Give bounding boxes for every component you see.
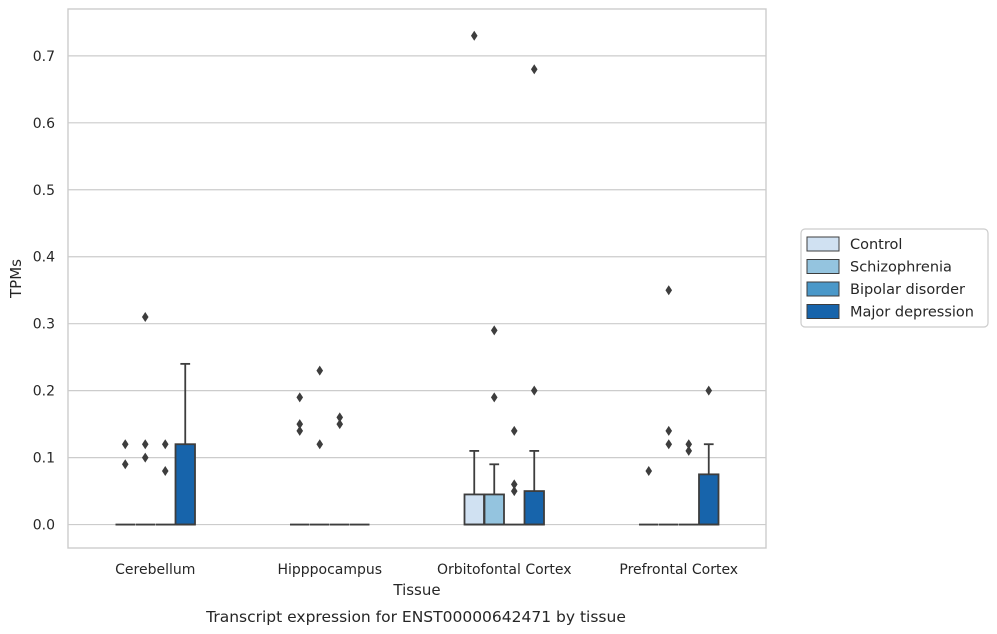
figure-caption: Transcript expression for ENST0000064247…: [205, 608, 626, 626]
x-tick-label: Cerebellum: [115, 562, 195, 578]
outlier-point: [296, 392, 304, 403]
outlier-point: [645, 466, 653, 476]
plot-area-frame: [67, 8, 767, 549]
outlier-point: [161, 439, 169, 450]
boxes: [115, 362, 720, 526]
legend-label: Bipolar disorder: [850, 282, 965, 298]
box-group: [463, 450, 485, 526]
outlier-point: [685, 445, 693, 456]
outlier-point: [705, 385, 713, 396]
outlier-point: [141, 452, 149, 463]
legend-label: Schizophrenia: [850, 260, 952, 276]
y-tick-label: 0.3: [33, 317, 55, 333]
box: [463, 493, 485, 526]
outlier-point: [530, 64, 538, 75]
x-axis-title: Tissue: [392, 581, 440, 599]
x-tick-label: Hipppocampus: [277, 562, 382, 578]
x-axis-ticks: Cerebellum Hipppocampus Orbitofontal Corte…: [115, 562, 738, 578]
box-group: [523, 450, 545, 526]
legend-swatch: [806, 281, 840, 297]
legend-swatch: [806, 259, 840, 274]
box-group: [698, 443, 720, 526]
outlier-point: [121, 439, 129, 450]
outlier-point: [490, 325, 498, 336]
outlier-point: [296, 419, 304, 430]
outlier-point: [336, 419, 344, 430]
outlier-point: [490, 392, 498, 403]
box: [523, 490, 545, 526]
y-tick-label: 0.5: [33, 183, 55, 199]
outlier-point: [141, 439, 149, 450]
outlier-point: [665, 439, 673, 450]
outlier-point: [510, 486, 518, 497]
outlier-point: [530, 385, 538, 396]
outlier-point: [296, 425, 304, 436]
outlier-point: [161, 466, 169, 476]
outlier-point: [510, 425, 518, 436]
box-group: [483, 463, 505, 526]
outlier-point: [470, 30, 478, 41]
y-tick-label: 0.1: [33, 451, 55, 467]
y-axis-title: TPMs: [7, 259, 25, 299]
outlier-point: [336, 412, 344, 423]
legend-label: Control: [850, 237, 902, 253]
y-tick-label: 0.7: [33, 49, 55, 65]
outlier-point: [316, 439, 324, 450]
outlier-point: [665, 425, 673, 436]
box: [698, 473, 720, 526]
legend-swatch: [806, 236, 840, 252]
outlier-point: [510, 479, 518, 490]
outlier-point: [121, 459, 129, 470]
y-tick-label: 0.4: [33, 250, 55, 266]
y-tick-label: 0.2: [33, 384, 55, 400]
box: [174, 443, 196, 526]
y-tick-label: 0.0: [33, 518, 55, 534]
x-tick-label: Orbitofontal Cortex: [437, 562, 572, 578]
legend-label: Major depression: [850, 305, 974, 321]
y-axis-ticks: 0.0 0.1 0.2 0.3 0.4 0.5 0.6 0.7: [33, 49, 55, 534]
box-group: [174, 362, 196, 526]
legend-swatch: [806, 304, 840, 319]
legend: Control Schizophrenia Bipolar disorder Majo…: [800, 228, 989, 328]
outliers: [121, 30, 713, 497]
outlier-point: [141, 312, 149, 322]
y-tick-label: 0.6: [33, 116, 55, 132]
grid-lines: [68, 55, 766, 526]
legend-frame: [800, 228, 989, 328]
box: [483, 493, 505, 526]
outlier-point: [316, 365, 324, 376]
x-tick-label: Prefrontal Cortex: [619, 562, 738, 578]
outlier-point: [685, 439, 693, 450]
outlier-point: [665, 285, 673, 296]
